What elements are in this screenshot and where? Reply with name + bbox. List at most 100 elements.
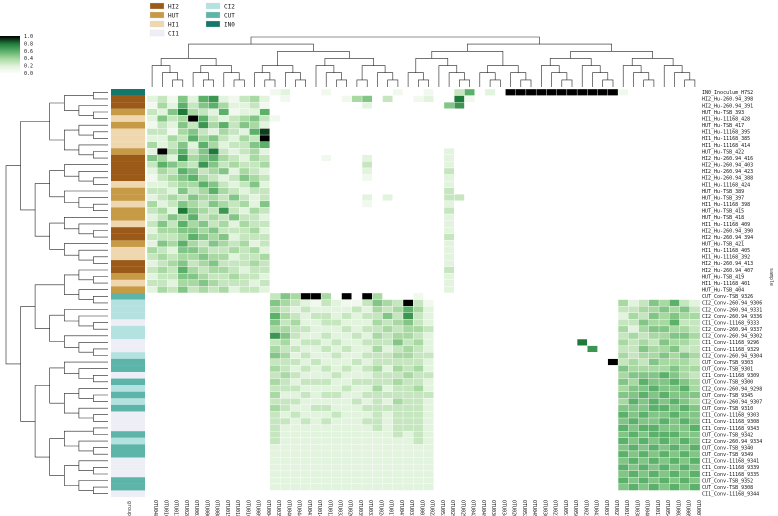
heatmap-cell [679, 431, 690, 438]
row-labels: IN0_Inoculum_H7S2HI2_Hu-260.94_398HI2_Hu… [702, 90, 762, 497]
group-cell-hi2 [111, 154, 145, 162]
heatmap-cell [249, 352, 260, 360]
heatmap-cell [300, 398, 312, 406]
heatmap-cell [351, 352, 363, 360]
heatmap-cell [146, 358, 158, 366]
heatmap-cell [351, 384, 363, 392]
heatmap-cell [658, 345, 670, 353]
heatmap-cell [454, 312, 465, 320]
heatmap-cell [320, 174, 332, 182]
heatmap-cell [208, 319, 219, 327]
heatmap-cell [331, 279, 342, 287]
heatmap-cell [587, 404, 598, 412]
heatmap-cell [535, 332, 547, 340]
heatmap-cell [495, 95, 506, 103]
row-label: HUT_Hu-TSB_397 [702, 195, 744, 201]
heatmap-cell [546, 108, 557, 116]
heatmap-cell [679, 424, 690, 432]
group-cell-cut [111, 293, 145, 300]
heatmap-cell [382, 378, 394, 386]
heatmap-cell [443, 470, 455, 478]
heatmap-cell [648, 450, 660, 458]
heatmap-cell [679, 200, 690, 208]
heatmap-cell [320, 312, 332, 320]
heatmap-cell [443, 187, 455, 195]
heatmap-cell [679, 108, 690, 116]
heatmap-cell [218, 207, 230, 215]
heatmap-cell [249, 332, 260, 340]
heatmap-cell [454, 378, 465, 386]
heatmap-cell [320, 332, 332, 340]
heatmap-cell [535, 470, 547, 478]
heatmap-cell [238, 299, 250, 307]
heatmap-cell [546, 384, 557, 392]
heatmap-cell [228, 200, 240, 208]
heatmap-cell [484, 345, 496, 353]
heatmap-cell [628, 95, 639, 103]
row-label: CUT_Conv-TSB_9326 [702, 294, 753, 300]
heatmap-cell [617, 352, 629, 360]
heatmap-cell [454, 121, 465, 129]
heatmap-cell [535, 450, 547, 458]
heatmap-cell [617, 180, 629, 188]
heatmap-cell [238, 167, 250, 175]
heatmap-cell [413, 483, 424, 491]
heatmap-cell [341, 213, 353, 221]
heatmap-cell [474, 88, 486, 96]
heatmap-cell [320, 378, 332, 386]
heatmap-cell [443, 431, 455, 438]
heatmap-cell [495, 279, 506, 287]
heatmap-cell [423, 371, 434, 379]
heatmap-cell [535, 325, 547, 333]
heatmap-cell [628, 220, 639, 228]
heatmap-cell [679, 411, 690, 419]
heatmap-cell [177, 101, 189, 109]
heatmap-cell [638, 417, 650, 425]
heatmap-cell [259, 371, 271, 379]
heatmap-cell [556, 207, 568, 215]
heatmap-cell [566, 240, 578, 248]
heatmap-cell [597, 259, 609, 267]
heatmap-cell [157, 292, 168, 300]
heatmap-cell [310, 450, 322, 458]
heatmap-cell [198, 286, 209, 294]
heatmap-cell [300, 332, 312, 340]
heatmap-cell [679, 95, 690, 103]
heatmap-cell [331, 207, 342, 215]
heatmap-cell [361, 128, 373, 136]
column-dendrogram-link [684, 79, 696, 87]
heatmap-cell [290, 200, 301, 208]
heatmap-cell [648, 378, 660, 386]
heatmap-cell [689, 398, 701, 406]
heatmap-cell [484, 417, 496, 425]
heatmap-cell [556, 161, 568, 169]
heatmap-cell [454, 187, 465, 195]
heatmap-cell [290, 233, 301, 241]
group-cell-hi2 [111, 227, 145, 234]
heatmap-cell [259, 101, 271, 109]
heatmap-cell [279, 332, 291, 340]
heatmap-cell [597, 299, 609, 307]
heatmap-cell [310, 463, 322, 471]
heatmap-cell [556, 358, 568, 366]
heatmap-cell [238, 273, 250, 281]
heatmap-cell [300, 371, 312, 379]
heatmap-cell [638, 259, 650, 267]
heatmap-cell [310, 384, 322, 392]
heatmap-cell [198, 411, 209, 419]
heatmap-cell [177, 134, 189, 142]
heatmap-cell [198, 253, 209, 261]
heatmap-cell [228, 378, 240, 386]
heatmap-cell [382, 200, 394, 208]
column-dendrogram-link [387, 79, 399, 87]
heatmap-cell [341, 305, 353, 313]
heatmap-cell [402, 358, 414, 366]
heatmap-cell [484, 319, 496, 327]
heatmap-cell [628, 213, 639, 221]
heatmap-cell [669, 121, 680, 129]
heatmap-cell [157, 431, 168, 438]
heatmap-cell [484, 371, 496, 379]
heatmap-cell [259, 345, 271, 353]
heatmap-cell [177, 312, 189, 320]
heatmap-cell [597, 404, 609, 412]
